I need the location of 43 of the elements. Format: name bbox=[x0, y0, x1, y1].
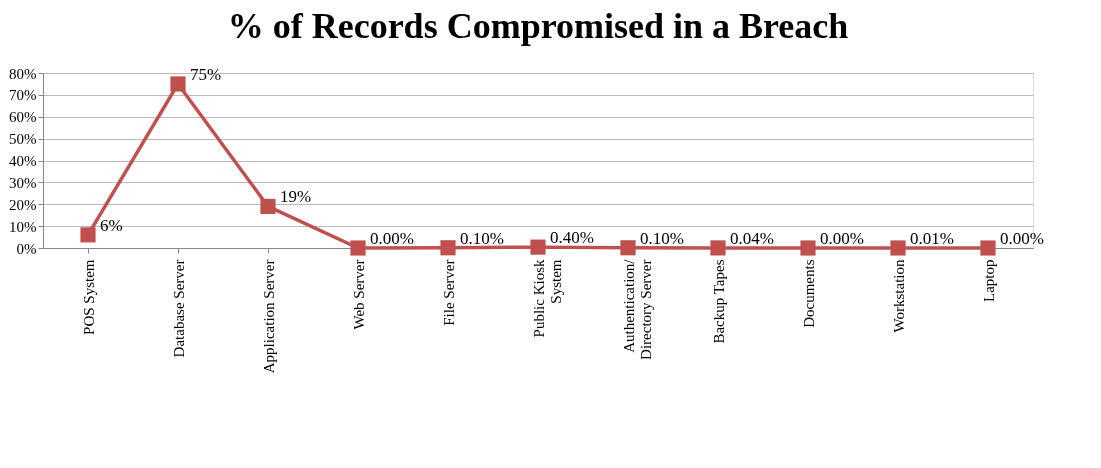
x-tick-label: Laptop bbox=[980, 259, 997, 302]
y-tick-label: 40% bbox=[9, 153, 37, 169]
data-label: 6% bbox=[100, 215, 123, 235]
y-tick-label: 0% bbox=[16, 240, 37, 257]
point bbox=[710, 240, 726, 256]
y-tick-label: 50% bbox=[9, 131, 37, 148]
y-tick-label: 10% bbox=[9, 218, 37, 235]
data-label: 0.00% bbox=[820, 229, 864, 248]
x-tick-label: Database Server bbox=[170, 259, 187, 358]
x-tick-label: Backup Tapes bbox=[710, 259, 727, 344]
point bbox=[890, 240, 906, 256]
y-tick-label: 80% bbox=[9, 65, 37, 82]
data-label: 0.10% bbox=[460, 228, 504, 248]
x-tick-label: Application Server bbox=[260, 259, 277, 374]
x-tick-label: Web Server bbox=[350, 259, 367, 330]
data-label: 19% bbox=[280, 187, 312, 207]
x-tick-label: Public Kiosk System bbox=[530, 259, 564, 338]
point bbox=[980, 240, 996, 256]
data-label: 0.00% bbox=[1000, 229, 1044, 248]
data-label: 0.40% bbox=[550, 228, 594, 248]
point bbox=[350, 240, 366, 256]
data-label: 0.00% bbox=[370, 229, 414, 248]
data-label: 0.01% bbox=[910, 228, 954, 248]
x-tick-label: Authentication/ Directory Server bbox=[620, 258, 654, 360]
x-tick-label: File Server bbox=[440, 259, 457, 326]
x-tick-label: POS System bbox=[80, 259, 97, 335]
point bbox=[80, 227, 96, 243]
x-tick-label: Documents bbox=[800, 259, 817, 328]
point bbox=[800, 240, 816, 256]
x-tick-label: Workstation bbox=[890, 259, 907, 333]
point bbox=[620, 240, 636, 256]
data-label: 0.04% bbox=[730, 228, 774, 248]
y-tick-label: 70% bbox=[9, 87, 37, 104]
point bbox=[260, 198, 276, 215]
point bbox=[530, 239, 546, 255]
chart-title: % of Records Compromised in a Breach bbox=[227, 5, 849, 46]
point bbox=[170, 76, 186, 92]
y-tick-label: 30% bbox=[9, 174, 37, 191]
point bbox=[440, 240, 456, 256]
y-tick-label: 20% bbox=[9, 196, 37, 213]
data-label: 0.10% bbox=[640, 228, 684, 248]
y-tick-label: 60% bbox=[9, 109, 37, 126]
data-label: 75% bbox=[190, 64, 222, 84]
